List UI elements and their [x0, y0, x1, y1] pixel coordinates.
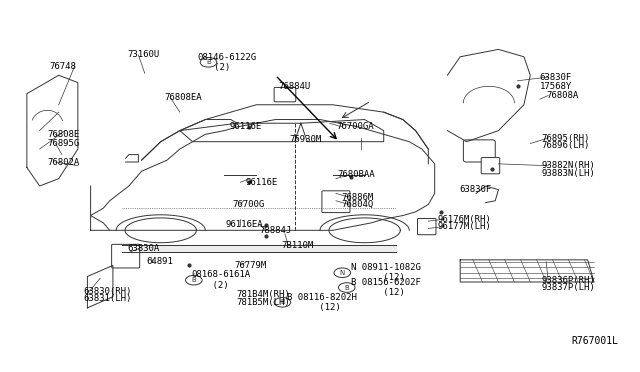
Text: 96177M(LH): 96177M(LH) — [438, 222, 492, 231]
Text: 76895(RH): 76895(RH) — [541, 134, 590, 142]
Text: 76896(LH): 76896(LH) — [541, 141, 590, 150]
Text: N: N — [340, 270, 345, 276]
FancyBboxPatch shape — [322, 191, 350, 212]
Text: N 08911-1082G
      (12): N 08911-1082G (12) — [351, 263, 420, 282]
Text: 93836P(RH): 93836P(RH) — [541, 276, 595, 285]
Text: 76886M: 76886M — [341, 193, 373, 202]
Text: 76779M: 76779M — [234, 261, 266, 270]
FancyBboxPatch shape — [111, 244, 140, 268]
Text: 76930M: 76930M — [289, 135, 322, 144]
Text: 96116E: 96116E — [246, 178, 278, 187]
Text: 64891: 64891 — [147, 257, 173, 266]
Text: 17568Y: 17568Y — [540, 82, 572, 91]
Text: 93882N(RH): 93882N(RH) — [541, 161, 595, 170]
Text: 63831(LH): 63831(LH) — [83, 294, 131, 303]
Text: B: B — [206, 59, 211, 65]
Text: 93883N(LH): 93883N(LH) — [541, 169, 595, 177]
Text: 76884U: 76884U — [278, 82, 311, 91]
Text: 7680BAA: 7680BAA — [338, 170, 376, 179]
Text: B: B — [280, 299, 285, 305]
FancyBboxPatch shape — [481, 158, 500, 174]
Text: 73160U: 73160U — [127, 51, 160, 60]
Text: 96176M(RH): 96176M(RH) — [438, 215, 492, 224]
Text: 781B5M(LH): 781B5M(LH) — [236, 298, 290, 307]
Text: 78884J: 78884J — [259, 226, 292, 235]
Text: 781B4M(RH): 781B4M(RH) — [236, 291, 290, 299]
Text: 96116EA: 96116EA — [226, 220, 263, 229]
Text: 7B110M: 7B110M — [282, 241, 314, 250]
Text: 96116E: 96116E — [230, 122, 262, 131]
Text: 76748: 76748 — [49, 61, 76, 71]
Text: B: B — [344, 285, 349, 291]
Text: 76804Q: 76804Q — [341, 200, 373, 209]
Text: B 08116-8202H
      (12): B 08116-8202H (12) — [287, 293, 356, 312]
Text: B 08156-6202F
      (12): B 08156-6202F (12) — [351, 278, 420, 297]
Text: 63830F: 63830F — [540, 73, 572, 81]
Text: 76808A: 76808A — [546, 91, 579, 100]
FancyBboxPatch shape — [274, 87, 296, 102]
Text: 76895G: 76895G — [47, 139, 79, 148]
Text: 63830(RH): 63830(RH) — [83, 287, 131, 296]
Text: 76700GA: 76700GA — [336, 122, 374, 131]
Text: 63830A: 63830A — [127, 244, 160, 253]
FancyBboxPatch shape — [417, 218, 436, 235]
Text: 63830F: 63830F — [459, 185, 491, 194]
Text: R767001L: R767001L — [572, 336, 619, 346]
Text: 76700G: 76700G — [233, 200, 265, 209]
Text: B: B — [191, 277, 196, 283]
Text: 76802A: 76802A — [47, 157, 79, 167]
Text: 08168-6161A
    (2): 08168-6161A (2) — [191, 270, 250, 290]
Text: 76808EA: 76808EA — [164, 93, 202, 102]
FancyBboxPatch shape — [463, 140, 495, 162]
Text: 76808E: 76808E — [47, 130, 79, 139]
Text: 93837P(LH): 93837P(LH) — [541, 283, 595, 292]
Text: 08146-6122G
   (2): 08146-6122G (2) — [198, 52, 257, 72]
